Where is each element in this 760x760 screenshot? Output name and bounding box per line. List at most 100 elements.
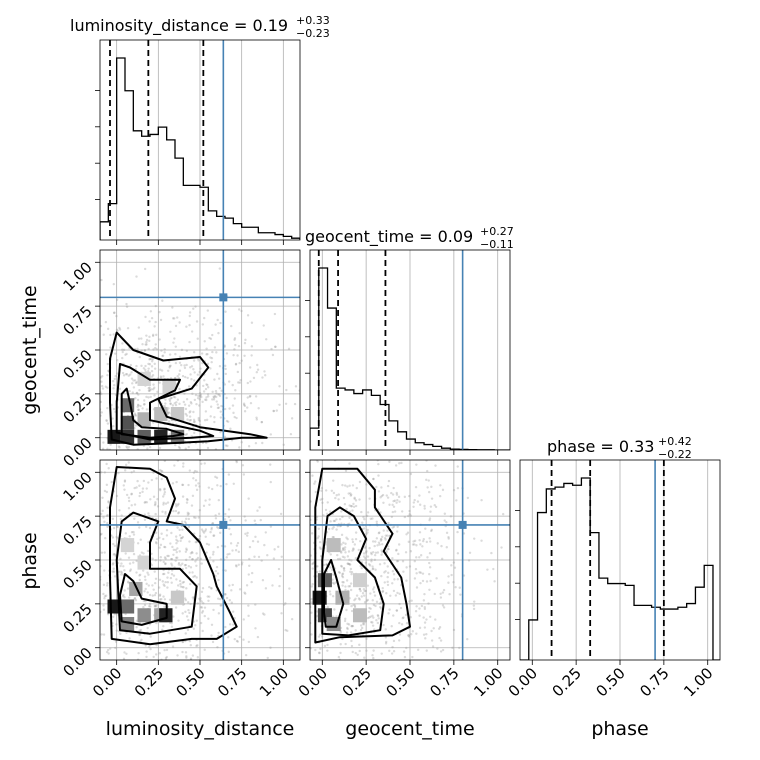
scatter-point <box>101 496 104 499</box>
scatter-point <box>181 640 184 644</box>
scatter-point <box>171 306 174 309</box>
scatter-point <box>136 521 140 524</box>
scatter-point <box>115 314 118 318</box>
scatter-point <box>185 363 188 367</box>
scatter-point <box>386 571 390 575</box>
scatter-point <box>310 532 314 535</box>
truth-marker <box>458 520 467 529</box>
scatter-point <box>184 651 188 654</box>
scatter-point <box>206 446 210 450</box>
scatter-point <box>182 580 186 584</box>
scatter-point <box>313 482 316 485</box>
scatter-point <box>343 556 346 559</box>
scatter-point <box>384 636 388 639</box>
scatter-point <box>363 601 367 604</box>
scatter-point <box>174 606 178 609</box>
scatter-point <box>439 592 442 595</box>
scatter-point <box>198 597 201 600</box>
scatter-point <box>150 360 154 363</box>
scatter-point <box>371 624 375 627</box>
scatter-point <box>122 593 125 597</box>
scatter-point <box>255 371 259 374</box>
scatter-point <box>227 636 230 639</box>
scatter-point <box>400 461 403 465</box>
scatter-point <box>445 521 448 524</box>
scatter-point <box>211 553 215 556</box>
scatter-point <box>174 559 177 562</box>
scatter-point <box>193 431 196 435</box>
scatter-point <box>164 580 167 584</box>
scatter-point <box>428 588 431 591</box>
scatter-point <box>167 407 170 410</box>
scatter-point <box>113 311 116 314</box>
scatter-point <box>170 622 173 625</box>
scatter-point <box>100 384 104 388</box>
scatter-point <box>363 518 366 521</box>
scatter-point <box>113 377 116 381</box>
scatter-point <box>135 391 139 395</box>
scatter-point <box>392 499 395 503</box>
scatter-point <box>341 555 345 558</box>
scatter-point <box>138 629 141 632</box>
scatter-point <box>195 564 198 567</box>
scatter-point <box>159 375 163 378</box>
scatter-point <box>359 589 362 593</box>
scatter-point <box>392 650 396 653</box>
scatter-point <box>140 337 143 340</box>
scatter-point <box>372 649 375 652</box>
scatter-point <box>388 503 391 506</box>
scatter-point <box>341 637 344 641</box>
scatter-point <box>371 551 375 554</box>
scatter-point <box>349 588 353 592</box>
histogram-phase <box>520 460 720 660</box>
scatter-point <box>212 534 215 537</box>
scatter-point <box>201 629 204 633</box>
scatter-point <box>176 540 179 543</box>
scatter-point <box>148 335 151 339</box>
scatter-point <box>184 517 188 521</box>
title-err-minus: −0.22 <box>658 448 692 461</box>
scatter-point <box>350 609 354 613</box>
scatter-point <box>310 646 313 650</box>
scatter-point <box>218 386 222 390</box>
scatter-point <box>165 529 169 532</box>
scatter-point <box>215 400 218 403</box>
scatter-point <box>204 535 207 538</box>
scatter-point <box>209 530 212 534</box>
scatter-point <box>423 504 426 508</box>
scatter-point <box>269 463 272 466</box>
scatter-point <box>354 531 358 534</box>
scatter-point <box>472 604 476 607</box>
scatter-point <box>377 474 380 477</box>
scatter-point <box>109 443 112 446</box>
scatter-point <box>232 353 235 357</box>
scatter-point <box>342 496 346 500</box>
scatter-point <box>215 476 219 479</box>
scatter-point <box>181 483 184 487</box>
scatter-point <box>394 464 398 467</box>
title-err-minus: −0.23 <box>296 27 330 40</box>
scatter-point <box>353 598 356 602</box>
scatter-point <box>150 375 154 378</box>
scatter-point <box>216 645 219 649</box>
scatter-point <box>379 605 382 609</box>
scatter-point <box>172 615 175 618</box>
scatter-point <box>165 648 169 652</box>
scatter-point <box>121 371 125 375</box>
scatter-point <box>319 498 322 501</box>
scatter-point <box>317 635 321 638</box>
scatter-point <box>100 414 102 417</box>
scatter-point <box>376 614 380 618</box>
scatter-point <box>154 320 157 324</box>
scatter-point <box>121 350 124 354</box>
scatter-point <box>413 543 416 546</box>
scatter-point <box>148 514 151 518</box>
scatter-point <box>402 616 405 619</box>
scatter-point <box>370 558 373 561</box>
x-tick-label: 0.75 <box>426 664 462 700</box>
scatter-point <box>100 278 103 282</box>
scatter-point <box>103 551 106 554</box>
scatter-point <box>163 404 166 408</box>
scatter-point <box>181 640 185 643</box>
scatter-point <box>390 652 394 655</box>
